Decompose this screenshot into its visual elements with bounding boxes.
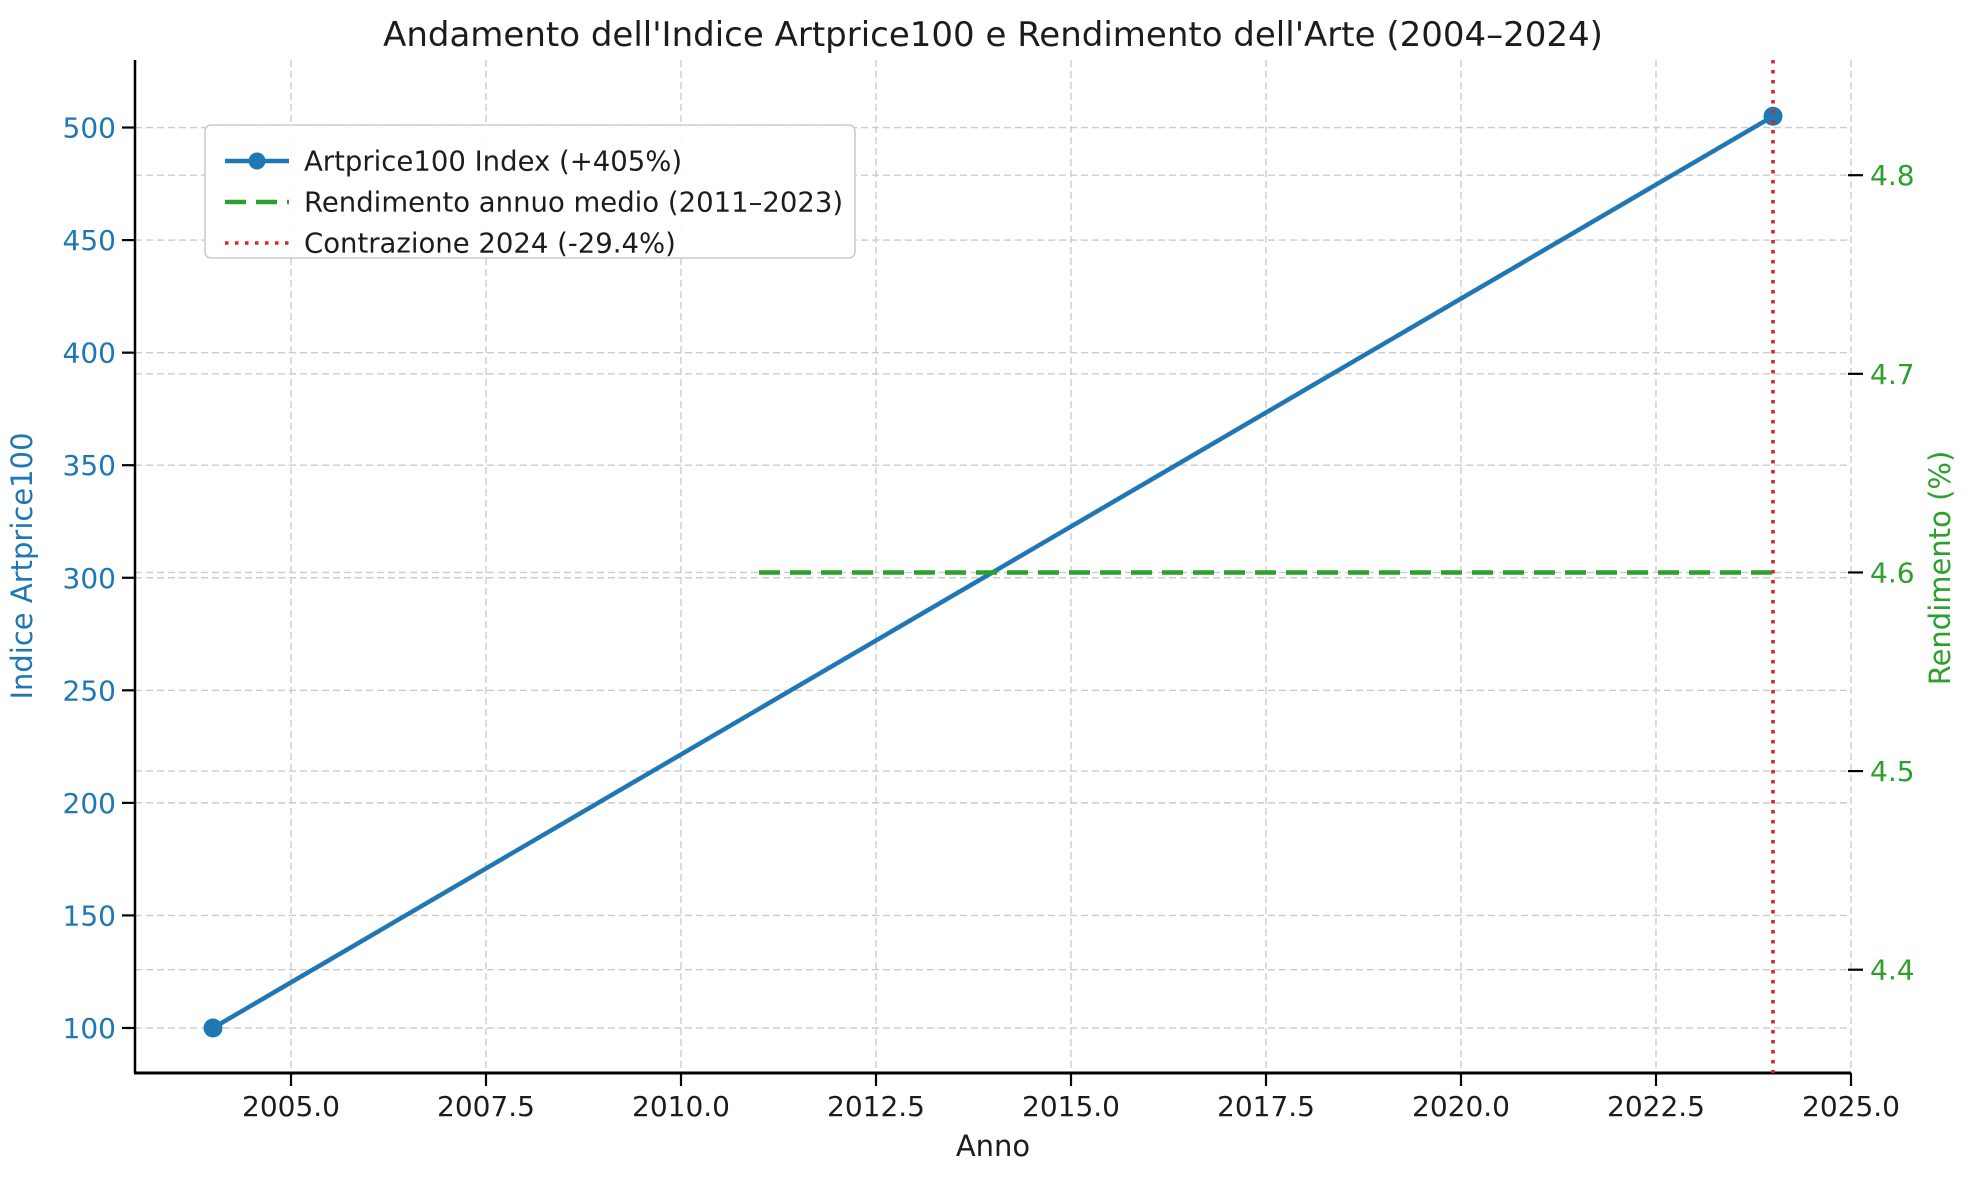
y-tick-label-left: 450 (63, 224, 116, 257)
y-tick-label-right: 4.4 (1870, 954, 1915, 987)
y-tick-label-left: 500 (63, 112, 116, 145)
legend-box (204, 124, 856, 259)
x-tick-label: 2010.0 (632, 1090, 730, 1123)
y-tick-label-left: 200 (63, 787, 116, 820)
y-tick-label-left: 400 (63, 337, 116, 370)
x-tick-label: 2025.0 (1802, 1090, 1900, 1123)
x-tick-label: 2012.5 (827, 1090, 925, 1123)
y-tick-label-right: 4.8 (1870, 159, 1915, 192)
y-axis-label-left: Indice Artprice100 (5, 432, 39, 699)
x-axis-label: Anno (956, 1129, 1030, 1163)
tick-layer: 2005.0 2007.5 2010.0 2012.5 2015.0 2017.5 2020… (63, 112, 1915, 1123)
x-tick-label: 2017.5 (1217, 1090, 1315, 1123)
y-tick-label-left: 250 (63, 674, 116, 707)
y-tick-label-right: 4.6 (1870, 556, 1915, 589)
legend-label: Artprice100 Index (+405%) (304, 146, 682, 178)
x-tick-label: 2005.0 (242, 1090, 340, 1123)
series-marker (203, 1018, 223, 1038)
y-tick-label-left: 300 (63, 562, 116, 595)
x-tick-label: 2022.5 (1607, 1090, 1705, 1123)
y-tick-label-left: 150 (63, 899, 116, 932)
axes-spines (133, 60, 1851, 1075)
y-tick-label-left: 350 (63, 449, 116, 482)
legend-swatch-marker (248, 152, 266, 170)
x-tick-label: 2007.5 (437, 1090, 535, 1123)
y-axis-label-right: Rendimento (%) (1923, 451, 1957, 686)
legend: Artprice100 Index (+405%) Rendimento annu… (204, 124, 856, 260)
series-marker (1763, 106, 1783, 126)
legend-label: Contrazione 2024 (-29.4%) (304, 228, 676, 260)
x-tick-label: 2015.0 (1022, 1090, 1120, 1123)
x-tick-label: 2020.0 (1412, 1090, 1510, 1123)
y-tick-label-right: 4.7 (1870, 358, 1915, 391)
series-layer (203, 60, 1783, 1073)
y-tick-label-left: 100 (63, 1012, 116, 1045)
y-tick-label-right: 4.5 (1870, 755, 1915, 788)
legend-label: Rendimento annuo medio (2011–2023) (304, 187, 843, 219)
chart-title: Andamento dell'Indice Artprice100 e Rend… (383, 15, 1603, 55)
